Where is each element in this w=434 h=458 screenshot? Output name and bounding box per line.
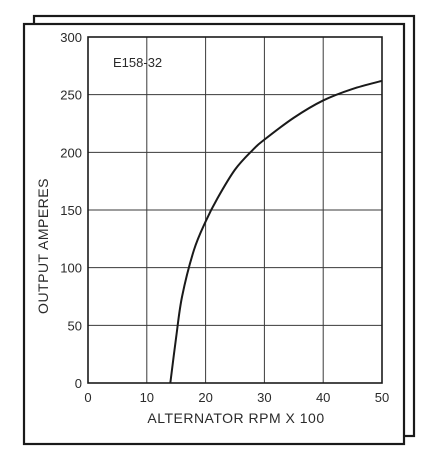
x-tick-label: 50: [375, 390, 389, 405]
tick-labels: 0 10 20 30 40 50 0 50 100 150 200 250 300: [60, 30, 389, 405]
y-tick-label: 150: [60, 203, 82, 218]
output-amperes-curve: [169, 79, 383, 384]
y-tick-label: 200: [60, 145, 82, 160]
x-axis-title: ALTERNATOR RPM X 100: [147, 410, 324, 426]
chart-code-label: E158-32: [113, 55, 162, 70]
x-tick-label: 30: [257, 390, 271, 405]
y-tick-label: 50: [68, 318, 82, 333]
y-tick-label: 300: [60, 30, 82, 45]
y-tick-label: 100: [60, 261, 82, 276]
x-tick-label: 0: [84, 390, 91, 405]
y-tick-label: 250: [60, 88, 82, 103]
y-axis-title: OUTPUT AMPERES: [35, 178, 51, 314]
x-tick-label: 10: [140, 390, 154, 405]
x-tick-label: 20: [198, 390, 212, 405]
x-tick-label: 40: [316, 390, 330, 405]
y-tick-label: 0: [75, 376, 82, 391]
plot-frame: [87, 36, 383, 384]
